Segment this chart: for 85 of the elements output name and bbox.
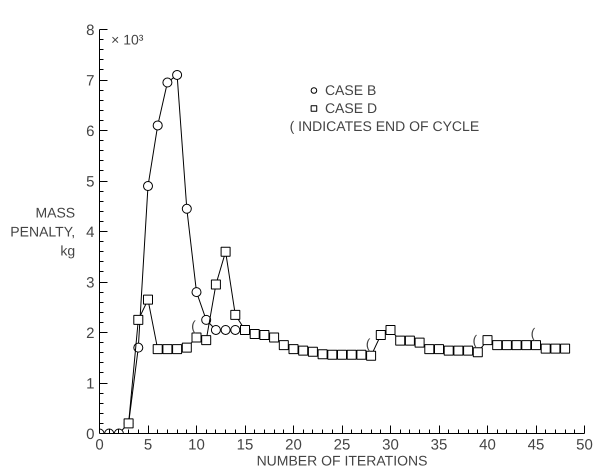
point (250, 329, 260, 340)
point (414, 338, 425, 348)
point (143, 294, 153, 305)
point (210, 280, 221, 290)
point (531, 340, 541, 350)
y-tick-label: 6 (86, 123, 94, 140)
point (395, 336, 406, 346)
point (308, 346, 318, 357)
x-tick-label: 20 (285, 436, 302, 454)
x-axis-title: NUMBER OF ITERATIONS (256, 452, 428, 468)
point (298, 346, 308, 356)
point (512, 340, 522, 350)
point (192, 287, 202, 298)
point (278, 340, 289, 350)
point (240, 324, 250, 335)
x-tick-label: 10 (188, 436, 205, 454)
point (318, 349, 328, 360)
point (453, 346, 464, 356)
point (230, 324, 240, 335)
y-tick-label: 1 (86, 376, 94, 392)
x-tick-label: 15 (236, 436, 254, 454)
point (201, 314, 212, 325)
x-tick-label: 35 (430, 436, 448, 454)
annotation: ( INDICATES END OF CYCLE (290, 118, 480, 134)
point (182, 342, 192, 353)
point (540, 344, 551, 354)
point (482, 335, 492, 346)
point (463, 346, 474, 356)
point (201, 335, 212, 346)
annotation: ( (366, 336, 371, 352)
x-tick-label: 50 (576, 436, 593, 454)
point (152, 344, 163, 354)
point (376, 330, 386, 340)
y-tick-label: 8 (86, 22, 94, 39)
point (210, 324, 221, 335)
point (366, 350, 376, 361)
point (502, 340, 512, 350)
point (492, 340, 502, 350)
point (434, 344, 444, 354)
point (152, 120, 163, 130)
annotation: × 10³ (111, 32, 144, 48)
y-tick-label: 7 (86, 72, 94, 90)
point (124, 418, 134, 428)
point (444, 346, 454, 356)
x-tick-label: 5 (144, 436, 152, 454)
y-tick-label: 0 (86, 426, 94, 443)
point (133, 314, 144, 325)
annotation: ( (472, 332, 478, 348)
x-tick-label: 40 (479, 436, 496, 454)
point (550, 344, 560, 354)
y-tick-label: 5 (86, 174, 94, 190)
point (288, 344, 298, 354)
point (346, 350, 357, 360)
point (172, 70, 182, 80)
legend-label: CASE D (324, 99, 378, 117)
point (143, 181, 153, 192)
point (162, 344, 172, 354)
point (327, 350, 338, 360)
annotation: ( (191, 318, 196, 334)
point (162, 78, 172, 88)
y-axis-title: MASS PENALTY, kg (10, 204, 76, 259)
point (259, 330, 270, 340)
point (192, 332, 202, 343)
point (220, 246, 231, 257)
point (424, 344, 434, 354)
y-tick-label: 4 (86, 224, 94, 241)
point (560, 344, 570, 354)
point (472, 347, 483, 358)
y-tick-label: 3 (86, 274, 94, 292)
point (521, 340, 532, 350)
x-tick-label: 30 (382, 436, 399, 454)
point (404, 336, 415, 346)
point (172, 344, 182, 354)
point (386, 324, 396, 335)
point (230, 310, 240, 320)
legend-label: CASE B (324, 81, 376, 99)
x-tick-label: 25 (334, 436, 350, 454)
point (356, 350, 366, 360)
y-tick-label: 2 (86, 325, 94, 342)
point (182, 204, 192, 214)
point (269, 332, 280, 343)
point (220, 324, 231, 335)
point (337, 350, 347, 360)
x-tick-label: 45 (528, 436, 544, 454)
annotation: ( (530, 325, 536, 342)
